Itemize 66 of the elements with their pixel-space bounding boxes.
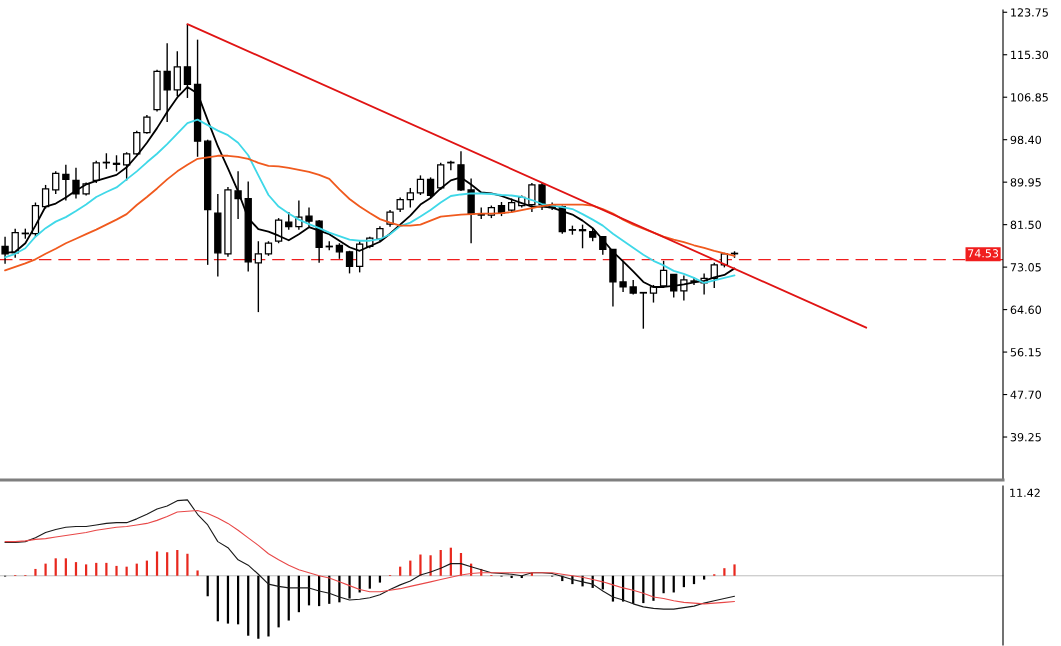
candlestick: [41, 184, 50, 210]
bar: [44, 563, 47, 576]
y-tick-label: 81.50: [1010, 220, 1042, 230]
bar: [166, 552, 169, 576]
candlestick: [599, 236, 607, 256]
y-tick-label: 89.95: [1010, 178, 1041, 187]
candlestick: [416, 174, 425, 196]
bar: [338, 575, 341, 603]
bar: [652, 575, 655, 601]
bar: [64, 558, 67, 576]
candlestick: [538, 182, 546, 211]
y-tick-label: 98.40: [1010, 135, 1042, 145]
y-tick-label: 39.25: [1010, 433, 1041, 442]
candlestick: [406, 187, 414, 209]
candlestick: [133, 129, 141, 156]
bar: [155, 551, 159, 576]
y-tick-label: 56.15: [1010, 348, 1041, 357]
bar: [247, 575, 250, 636]
bar: [348, 575, 351, 599]
candlestick: [92, 160, 100, 184]
bar: [226, 575, 230, 624]
candlestick: [528, 182, 536, 213]
y-tick-label: 123.75: [1011, 8, 1048, 17]
y-tick-label: 115.30: [1011, 50, 1049, 60]
candlestick: [305, 206, 313, 228]
candlestick: [254, 240, 263, 313]
candlestick: [274, 217, 283, 244]
bar: [703, 575, 706, 580]
bar: [368, 575, 371, 589]
bar: [378, 575, 382, 583]
bar: [105, 562, 108, 576]
candlestick: [72, 167, 80, 200]
bar: [399, 566, 402, 576]
y-tick-label: 47.70: [1010, 390, 1042, 399]
bar: [115, 565, 118, 576]
ref-line-label: 74.53: [968, 249, 999, 258]
candlestick: [52, 170, 60, 195]
candlestick: [426, 176, 435, 199]
text: 11.42: [1010, 488, 1040, 497]
candlestick: [639, 291, 648, 330]
candlestick: [62, 164, 70, 202]
y-tick-label: 64.60: [1010, 305, 1042, 314]
bar: [277, 575, 280, 628]
bar: [267, 575, 270, 637]
y-tick-label: 106.85: [1011, 93, 1048, 102]
bar: [419, 554, 422, 576]
bar: [34, 568, 37, 576]
bar: [723, 568, 726, 576]
bar: [186, 553, 189, 576]
bar: [54, 558, 57, 576]
bar: [196, 570, 199, 576]
bar: [733, 564, 736, 576]
bar: [429, 555, 432, 576]
bar: [74, 562, 78, 576]
bar: [176, 549, 179, 576]
bar: [662, 575, 665, 594]
bar: [95, 562, 98, 576]
candlestick: [345, 250, 354, 275]
candlestick: [437, 162, 445, 191]
candlestick: [578, 223, 587, 249]
bar: [85, 564, 88, 576]
line-series: [4, 118, 736, 284]
bar: [125, 566, 128, 576]
bar: [257, 575, 260, 639]
y-tick-label: 73.05: [1010, 263, 1041, 272]
candlestick: [143, 114, 151, 135]
